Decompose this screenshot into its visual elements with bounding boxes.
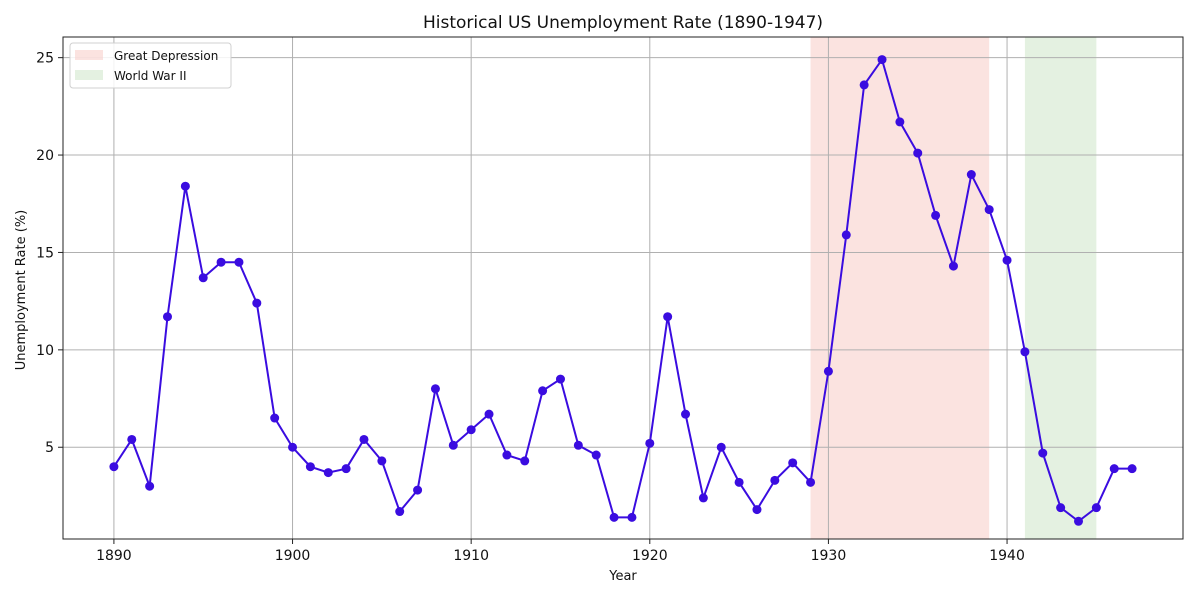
- data-point: [877, 55, 887, 65]
- data-point: [520, 456, 530, 466]
- shaded-region-1: [1024, 37, 1097, 539]
- data-point: [359, 434, 369, 444]
- data-point: [966, 170, 976, 180]
- data-point: [395, 507, 405, 517]
- data-point: [609, 512, 619, 522]
- data-point: [1056, 503, 1066, 513]
- legend: Great Depression World War II: [69, 42, 232, 89]
- data-point: [681, 409, 691, 419]
- x-tick-label: 1910: [453, 548, 489, 564]
- data-point: [127, 434, 137, 444]
- data-point: [288, 442, 298, 452]
- data-point: [841, 230, 851, 240]
- data-point: [1038, 448, 1048, 458]
- x-tick-label: 1940: [989, 548, 1025, 564]
- data-point: [198, 273, 208, 283]
- data-point: [1109, 464, 1119, 474]
- data-point: [377, 456, 387, 466]
- chart-title: Historical US Unemployment Rate (1890-19…: [423, 13, 823, 33]
- legend-swatch: [75, 70, 103, 80]
- data-point: [270, 413, 280, 423]
- y-axis-label: Unemployment Rate (%): [14, 210, 29, 371]
- y-tick-label: 20: [36, 148, 54, 164]
- y-tick-label: 15: [36, 245, 54, 261]
- x-axis-label: Year: [608, 569, 637, 584]
- legend-box: [69, 42, 232, 89]
- y-axis-ticks: 5 10 15 20 25: [36, 51, 63, 456]
- data-point: [1002, 255, 1012, 265]
- data-point: [823, 366, 833, 376]
- y-tick-label: 5: [45, 440, 54, 456]
- data-point: [788, 458, 798, 468]
- shaded-regions: [810, 37, 1097, 539]
- data-point: [913, 148, 923, 158]
- data-point: [305, 462, 315, 472]
- data-point: [341, 464, 351, 474]
- y-tick-label: 10: [36, 343, 54, 359]
- unemployment-series: [109, 55, 1137, 526]
- data-point: [806, 477, 816, 487]
- data-point: [466, 425, 476, 435]
- data-point: [716, 442, 726, 452]
- data-point: [645, 438, 655, 448]
- data-point: [162, 312, 172, 322]
- data-point: [1020, 347, 1030, 357]
- data-point: [109, 462, 119, 472]
- x-tick-label: 1890: [96, 548, 132, 564]
- data-point: [591, 450, 601, 460]
- plot-frame: [62, 36, 1184, 540]
- legend-label: World War II: [114, 69, 186, 83]
- data-point: [1127, 464, 1137, 474]
- data-point: [895, 117, 905, 127]
- data-point: [627, 512, 637, 522]
- data-point: [698, 493, 708, 503]
- data-point: [448, 440, 458, 450]
- data-point: [734, 477, 744, 487]
- data-point: [216, 257, 226, 267]
- data-point: [752, 505, 762, 515]
- data-point: [931, 210, 941, 220]
- data-point: [145, 481, 155, 491]
- x-tick-label: 1930: [811, 548, 847, 564]
- data-point: [1074, 516, 1084, 526]
- x-tick-label: 1900: [275, 548, 311, 564]
- data-point: [555, 374, 565, 384]
- data-point: [430, 384, 440, 394]
- data-point: [1091, 503, 1101, 513]
- data-point: [180, 181, 190, 191]
- data-point: [502, 450, 512, 460]
- grid-lines: [63, 37, 1183, 539]
- data-point: [323, 468, 333, 478]
- series-line: [113, 57, 1133, 523]
- x-tick-label: 1920: [632, 548, 668, 564]
- y-tick-label: 25: [36, 51, 54, 67]
- data-point: [770, 475, 780, 485]
- data-point: [484, 409, 494, 419]
- data-point: [663, 312, 673, 322]
- data-point: [948, 261, 958, 271]
- x-axis-ticks: 1890 1900 1910 1920 1930 1940: [96, 539, 1025, 564]
- legend-swatch: [75, 50, 103, 60]
- data-point: [538, 386, 548, 396]
- shaded-region-0: [810, 37, 990, 539]
- data-point: [413, 485, 423, 495]
- data-point: [234, 257, 244, 267]
- legend-label: Great Depression: [114, 49, 218, 63]
- data-point: [252, 298, 262, 308]
- data-point: [984, 205, 994, 215]
- data-point: [859, 80, 869, 90]
- data-point: [573, 440, 583, 450]
